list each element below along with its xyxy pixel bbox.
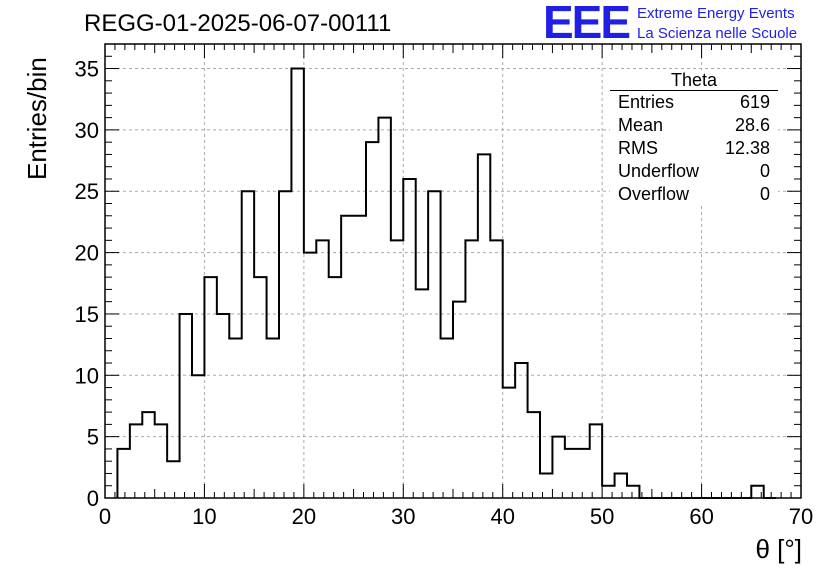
- histogram-bin: [577, 449, 589, 498]
- histogram-bin: [242, 191, 254, 498]
- histogram-bin: [354, 216, 366, 498]
- stats-label: Underflow: [618, 161, 700, 181]
- histogram-step-line: [116, 67, 777, 499]
- stats-label: Overflow: [618, 184, 690, 204]
- stats-row-overflow: Overflow 0: [610, 183, 778, 206]
- histogram-bin: [217, 314, 229, 498]
- stats-row-underflow: Underflow 0: [610, 160, 778, 183]
- histogram-bin: [528, 412, 540, 498]
- histogram-bin: [552, 437, 564, 498]
- histogram-bin: [378, 118, 390, 498]
- histogram-bin: [515, 363, 527, 498]
- stats-title: Theta: [610, 70, 778, 91]
- stats-row-mean: Mean 28.6: [610, 114, 778, 137]
- histogram-bin: [751, 486, 763, 498]
- histogram-bin: [590, 424, 602, 498]
- histogram-bin: [254, 277, 266, 498]
- x-tick-label: 0: [99, 504, 111, 529]
- x-tick-label: 10: [192, 504, 216, 529]
- y-tick-label: 15: [75, 302, 99, 327]
- y-tick-label: 30: [75, 118, 99, 143]
- histogram-bin: [615, 473, 627, 498]
- stats-row-rms: RMS 12.38: [610, 137, 778, 160]
- histogram-bin: [403, 179, 415, 498]
- stats-label: Entries: [618, 92, 675, 112]
- logo-line-1: Extreme Energy Events: [637, 5, 795, 22]
- histogram-bin: [316, 240, 328, 498]
- histogram-bin: [416, 289, 428, 498]
- histogram-bin: [341, 216, 353, 498]
- histogram-bin: [565, 449, 577, 498]
- stats-value: 12.38: [724, 138, 770, 158]
- eee-logo: EEE: [543, 0, 631, 48]
- histogram-bin: [329, 277, 341, 498]
- histogram-bin: [167, 461, 179, 498]
- histogram-bin: [142, 412, 154, 498]
- stats-row-entries: Entries 619: [610, 91, 778, 114]
- histogram-bin: [602, 486, 614, 498]
- histogram-bin: [130, 424, 142, 498]
- histogram-bin: [117, 449, 129, 498]
- histogram-bin: [428, 191, 440, 498]
- histogram-bin: [180, 314, 192, 498]
- histogram-bin: [291, 69, 303, 498]
- x-tick-label: 50: [590, 504, 614, 529]
- histogram-bin: [267, 338, 279, 498]
- histogram-bin: [478, 154, 490, 498]
- stats-label: Mean: [618, 115, 664, 135]
- x-tick-label: 40: [490, 504, 514, 529]
- y-tick-label: 5: [87, 425, 99, 450]
- x-tick-label: 20: [292, 504, 316, 529]
- x-axis-label: θ [°]: [755, 534, 802, 564]
- y-tick-label: 35: [75, 57, 99, 82]
- histogram-bin: [453, 302, 465, 498]
- histogram-bin: [441, 338, 453, 498]
- histogram-bin: [279, 191, 291, 498]
- histogram-bin: [366, 142, 378, 498]
- histogram-bin: [465, 240, 477, 498]
- y-tick-label: 20: [75, 241, 99, 266]
- x-tick-label: 60: [689, 504, 713, 529]
- y-tick-label: 10: [75, 363, 99, 388]
- y-axis-label: Entries/bin: [22, 57, 52, 180]
- x-tick-label: 70: [789, 504, 813, 529]
- histogram-bin: [391, 240, 403, 498]
- y-tick-label: 25: [75, 179, 99, 204]
- histogram-bin: [540, 473, 552, 498]
- stats-value: 0: [759, 184, 770, 204]
- histogram-bin: [204, 277, 216, 498]
- histogram-bin: [627, 486, 639, 498]
- histogram-bin: [155, 424, 167, 498]
- logo-line-2: La Scienza nelle Scuole: [637, 25, 798, 42]
- histogram-bin: [229, 338, 241, 498]
- stats-value: 619: [739, 92, 770, 112]
- stats-box: Theta Entries 619 Mean 28.6 RMS 12.38 Un…: [610, 70, 778, 206]
- stats-value: 0: [759, 161, 770, 181]
- stats-value: 28.6: [734, 115, 770, 135]
- stats-label: RMS: [618, 138, 658, 158]
- histogram-bin: [490, 240, 502, 498]
- x-tick-label: 30: [391, 504, 415, 529]
- histogram-bin: [503, 388, 515, 498]
- run-title: REGG-01-2025-06-07-00111: [84, 10, 392, 37]
- y-tick-label: 0: [87, 486, 99, 511]
